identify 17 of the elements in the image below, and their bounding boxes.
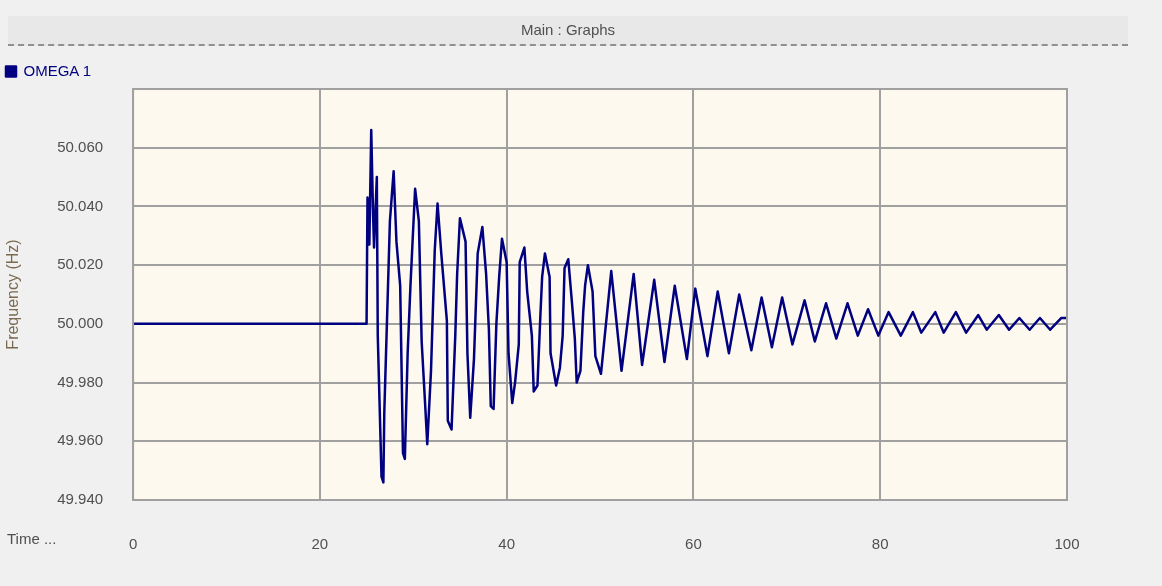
chart-title: Main : Graphs <box>8 16 1128 46</box>
x-tick-label: 60 <box>685 535 702 553</box>
x-tick-label: 20 <box>311 535 329 553</box>
y-axis-title: Frequency (Hz) <box>4 239 22 350</box>
y-tick-label: 50.040 <box>57 196 104 214</box>
y-tick-label: 50.060 <box>57 137 104 155</box>
x-tick-label: 80 <box>871 535 889 553</box>
y-tick-label: 49.980 <box>57 372 104 390</box>
legend-label: OMEGA 1 <box>23 61 92 79</box>
y-tick-label: 49.940 <box>57 490 104 508</box>
x-tick-label: 0 <box>128 535 138 553</box>
y-tick-label: 50.000 <box>57 314 104 331</box>
x-axis-title: Time ... <box>7 530 57 548</box>
y-tick-label: 50.020 <box>57 255 104 273</box>
y-tick-label: 49.960 <box>57 431 104 449</box>
x-tick-label: 40 <box>498 535 515 553</box>
x-tick-label: 100 <box>1054 535 1080 553</box>
